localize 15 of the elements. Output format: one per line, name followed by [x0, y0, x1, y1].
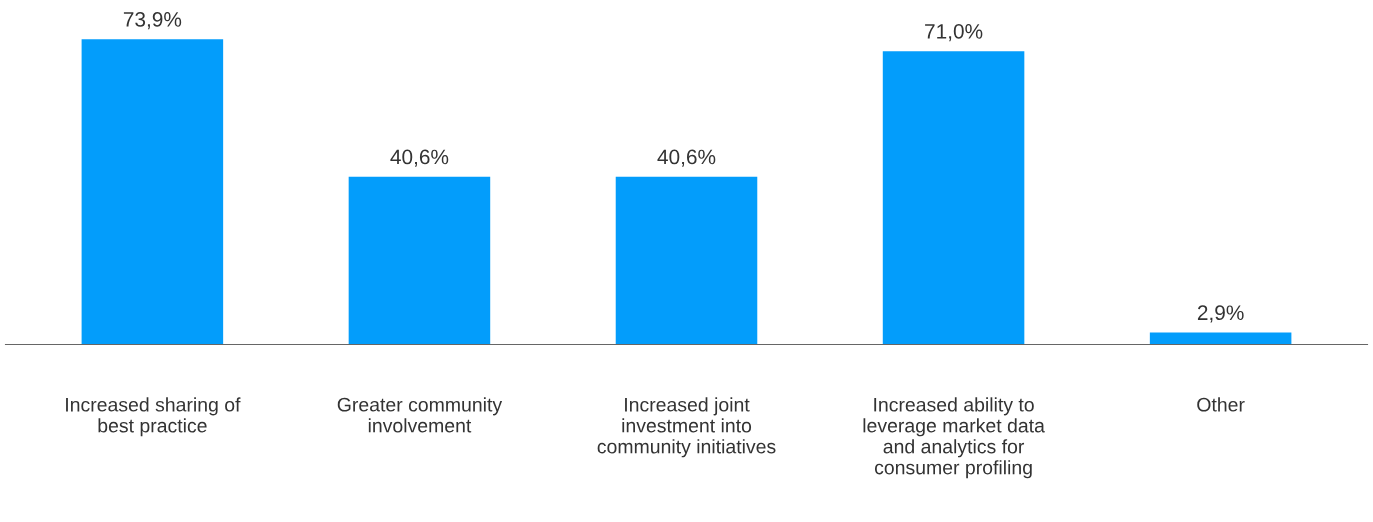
- data-label: 73,9%: [123, 12, 182, 30]
- x-tick-label: Increased sharing of best practice: [66, 397, 241, 437]
- data-label: 71,0%: [925, 23, 983, 42]
- data-label: 40,6%: [390, 149, 449, 167]
- data-label: 40,6%: [657, 149, 716, 167]
- x-tick-label: Other: [1197, 397, 1245, 412]
- bar: [615, 176, 758, 345]
- bar: [348, 176, 491, 345]
- data-label: 2,9%: [1197, 305, 1244, 323]
- x-tick-label: Increased joint investment into community initiatives: [597, 397, 776, 458]
- x-tick-label: Increased ability to leverage market data and analytics for consumer profiling: [863, 397, 1045, 479]
- bar: [1149, 332, 1292, 345]
- x-tick-label: Greater community involvement: [337, 397, 503, 433]
- bar: [882, 51, 1025, 345]
- bar: [81, 39, 224, 345]
